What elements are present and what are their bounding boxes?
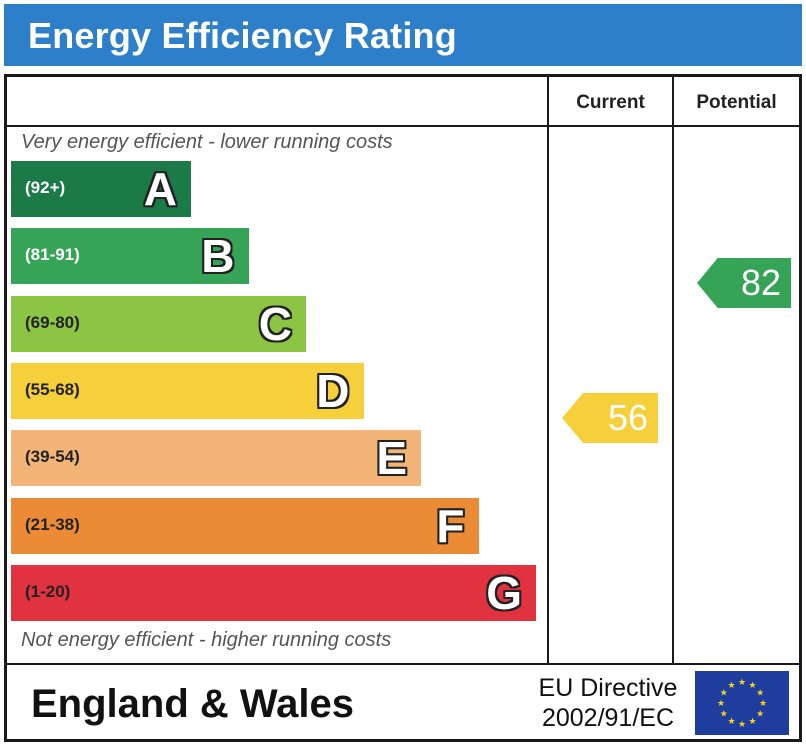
band-a: (92+) A [11, 161, 191, 217]
band-e: (39-54) E [11, 430, 421, 487]
footer-divider [7, 663, 799, 665]
flag-star: ★ [756, 709, 764, 719]
flag-star: ★ [727, 716, 735, 726]
rating-chart: Current Potential Very energy efficient … [4, 74, 802, 742]
band-c: (69-80) C [11, 295, 306, 352]
potential-rating-value: 82 [740, 262, 781, 303]
band-letter: E [376, 432, 407, 485]
band-f: (21-38) F [11, 497, 479, 554]
flag-star: ★ [738, 677, 746, 687]
flag-star: ★ [727, 680, 735, 690]
current-rating-arrow: 56 [562, 393, 658, 443]
directive-line-1: EU Directive [538, 674, 678, 702]
flag-star: ★ [748, 716, 756, 726]
band-letter: F [436, 499, 465, 552]
band-range-label: (21-38) [25, 514, 80, 534]
page-title: Energy Efficiency Rating [28, 15, 457, 56]
current-rating-value: 56 [607, 397, 648, 438]
directive-line-2: 2002/91/EC [541, 704, 675, 732]
flag-star: ★ [748, 680, 756, 690]
flag-star: ★ [759, 698, 767, 708]
potential-column-header: Potential [696, 92, 777, 113]
flag-star: ★ [720, 688, 728, 698]
header-bar: Energy Efficiency Rating [4, 4, 802, 66]
flag-star: ★ [717, 698, 725, 708]
band-letter: G [486, 566, 522, 619]
band-letter: D [316, 364, 350, 417]
band-range-label: (81-91) [25, 245, 80, 265]
eu-flag-icon: ★ ★ ★ ★ ★ ★ ★ ★ ★ ★ ★ ★ [695, 671, 789, 735]
band-letter: B [201, 230, 235, 283]
flag-star: ★ [738, 719, 746, 729]
current-column-header: Current [576, 92, 645, 113]
eu-directive: EU Directive 2002/91/EC [523, 673, 693, 733]
band-range-label: (39-54) [25, 447, 80, 467]
region-label: England & Wales [31, 682, 355, 726]
potential-rating-arrow: 82 [697, 258, 791, 308]
band-b: (81-91) B [11, 228, 249, 285]
band-range-label: (1-20) [25, 581, 71, 601]
column-divider [672, 77, 674, 664]
band-range-label: (69-80) [25, 312, 80, 332]
flag-star: ★ [756, 688, 764, 698]
band-range-label: (55-68) [25, 379, 80, 399]
band-g: (1-20) G [11, 564, 536, 621]
band-letter: C [258, 297, 292, 350]
band-d: (55-68) D [11, 362, 364, 419]
column-divider [547, 77, 549, 664]
bottom-caption: Not energy efficient - higher running co… [21, 629, 392, 651]
top-caption: Very energy efficient - lower running co… [21, 131, 393, 153]
band-range-label: (92+) [25, 178, 66, 197]
header-divider [7, 125, 799, 127]
band-letter: A [143, 163, 177, 215]
flag-star: ★ [720, 709, 728, 719]
